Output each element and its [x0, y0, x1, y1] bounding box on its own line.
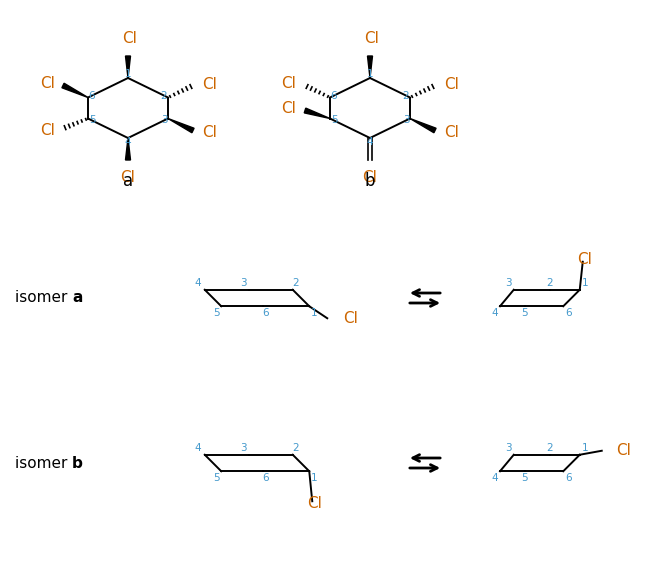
- Text: 4: 4: [194, 278, 201, 288]
- Text: 5: 5: [213, 473, 220, 483]
- Text: 6: 6: [565, 308, 571, 318]
- Text: a: a: [123, 172, 133, 190]
- Text: Cl: Cl: [362, 170, 378, 185]
- Text: 6: 6: [262, 308, 269, 318]
- Text: 1: 1: [311, 308, 318, 318]
- Text: 2: 2: [546, 278, 553, 288]
- Text: Cl: Cl: [281, 76, 296, 91]
- Text: 3: 3: [403, 115, 410, 125]
- Text: 1: 1: [581, 443, 588, 453]
- Text: isomer: isomer: [15, 455, 72, 470]
- Text: 3: 3: [505, 278, 512, 288]
- Text: Cl: Cl: [121, 170, 135, 185]
- Text: a: a: [72, 291, 83, 306]
- Text: 4: 4: [125, 137, 131, 147]
- Text: Cl: Cl: [202, 77, 217, 92]
- Text: 5: 5: [331, 115, 337, 125]
- Text: 3: 3: [505, 443, 512, 453]
- Text: 1: 1: [581, 278, 588, 288]
- Text: Cl: Cl: [364, 31, 380, 46]
- Text: 4: 4: [492, 308, 498, 318]
- Text: 5: 5: [521, 308, 528, 318]
- Text: 4: 4: [194, 443, 201, 453]
- Text: 1: 1: [367, 69, 374, 79]
- Text: Cl: Cl: [616, 443, 631, 458]
- Text: Cl: Cl: [444, 77, 459, 92]
- Text: 3: 3: [161, 115, 167, 125]
- Text: b: b: [365, 172, 375, 190]
- Text: Cl: Cl: [202, 125, 217, 140]
- Text: 2: 2: [403, 91, 410, 101]
- Text: 4: 4: [492, 473, 498, 483]
- Text: Cl: Cl: [123, 31, 137, 46]
- Text: 4: 4: [367, 137, 374, 147]
- Polygon shape: [304, 108, 330, 119]
- Text: 1: 1: [125, 69, 131, 79]
- Text: Cl: Cl: [444, 125, 459, 140]
- Text: Cl: Cl: [40, 123, 55, 138]
- Text: Cl: Cl: [343, 311, 358, 325]
- Text: 2: 2: [292, 443, 299, 453]
- Polygon shape: [125, 138, 131, 160]
- Text: 6: 6: [89, 91, 95, 101]
- Text: 2: 2: [161, 91, 167, 101]
- Polygon shape: [168, 119, 194, 133]
- Text: 5: 5: [521, 473, 528, 483]
- Polygon shape: [410, 119, 436, 133]
- Text: b: b: [72, 455, 83, 470]
- Text: 6: 6: [331, 91, 337, 101]
- Text: isomer: isomer: [15, 291, 72, 306]
- Polygon shape: [125, 56, 131, 78]
- Text: 5: 5: [213, 308, 220, 318]
- Polygon shape: [62, 83, 88, 97]
- Polygon shape: [368, 56, 372, 78]
- Text: Cl: Cl: [307, 496, 322, 511]
- Text: Cl: Cl: [40, 76, 55, 91]
- Text: 6: 6: [565, 473, 571, 483]
- Text: 2: 2: [546, 443, 553, 453]
- Text: 3: 3: [240, 278, 247, 288]
- Text: 3: 3: [240, 443, 247, 453]
- Text: 5: 5: [89, 115, 95, 125]
- Text: 1: 1: [311, 473, 318, 483]
- Text: 6: 6: [262, 473, 269, 483]
- Text: Cl: Cl: [577, 252, 592, 267]
- Text: 2: 2: [292, 278, 299, 288]
- Text: Cl: Cl: [281, 101, 296, 116]
